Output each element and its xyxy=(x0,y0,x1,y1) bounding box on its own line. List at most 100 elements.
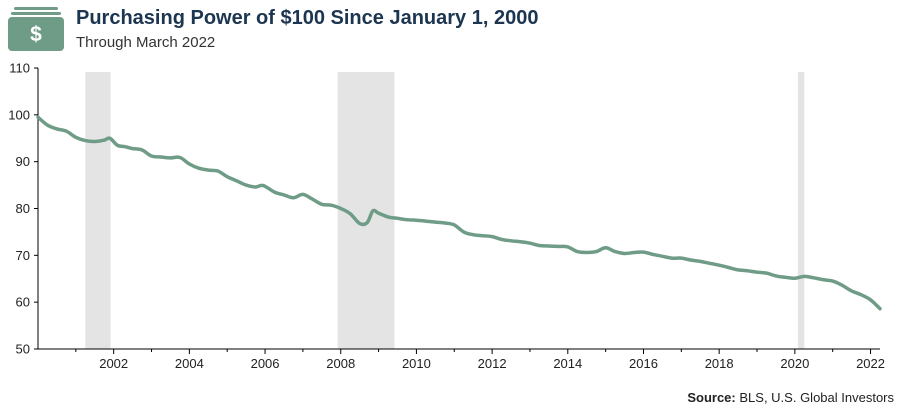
x-tick-label-2008: 2008 xyxy=(326,356,355,371)
data-point-36 xyxy=(358,221,362,225)
data-point-62 xyxy=(594,250,598,254)
x-tick-label-2020: 2020 xyxy=(780,356,809,371)
data-point-85 xyxy=(812,276,816,280)
money-bill-icon: $ xyxy=(8,7,64,51)
data-point-73 xyxy=(698,259,702,263)
data-point-88 xyxy=(840,283,844,287)
data-point-3 xyxy=(55,127,59,131)
dollar-symbol: $ xyxy=(30,23,42,46)
data-point-50 xyxy=(481,234,485,238)
y-tick-label-80: 80 xyxy=(16,201,30,216)
data-point-24 xyxy=(244,183,248,187)
x-tick-label-2014: 2014 xyxy=(553,356,582,371)
data-point-38 xyxy=(371,209,375,213)
series-line-1 xyxy=(36,115,882,311)
data-point-40 xyxy=(386,215,390,219)
data-point-92 xyxy=(878,307,882,311)
data-point-1 xyxy=(36,115,40,119)
data-point-90 xyxy=(859,293,863,297)
data-point-44 xyxy=(424,219,428,223)
data-point-54 xyxy=(518,240,522,244)
data-point-7 xyxy=(93,140,97,144)
x-tick-label-2004: 2004 xyxy=(175,356,204,371)
data-point-77 xyxy=(736,268,740,272)
data-point-30 xyxy=(301,192,305,196)
x-tick-label-2002: 2002 xyxy=(99,356,128,371)
data-point-42 xyxy=(405,218,409,222)
recession-band-3 xyxy=(797,72,805,349)
data-point-53 xyxy=(509,239,513,243)
x-tick-label-2022: 2022 xyxy=(856,356,885,371)
data-point-9 xyxy=(108,136,112,140)
data-point-58 xyxy=(556,244,560,248)
data-point-16 xyxy=(168,156,172,160)
data-point-32 xyxy=(320,202,324,206)
data-point-37 xyxy=(365,221,369,225)
x-tick-label-2018: 2018 xyxy=(705,356,734,371)
data-point-55 xyxy=(528,241,532,245)
data-point-13 xyxy=(140,148,144,152)
y-tick-label-110: 110 xyxy=(9,61,30,76)
data-point-74 xyxy=(708,261,712,265)
x-tick-label-2010: 2010 xyxy=(402,356,431,371)
y-tick-label-100: 100 xyxy=(8,107,30,122)
data-point-65 xyxy=(623,251,627,255)
data-point-19 xyxy=(197,166,201,170)
data-point-8 xyxy=(102,138,106,142)
data-point-26 xyxy=(261,184,265,188)
data-point-23 xyxy=(235,179,239,183)
data-point-43 xyxy=(414,218,418,222)
data-point-2 xyxy=(45,123,49,127)
data-point-31 xyxy=(310,197,314,201)
source-label: Source: xyxy=(687,390,736,405)
y-tick-label-60: 60 xyxy=(16,295,30,310)
data-point-68 xyxy=(651,252,655,256)
source-note: Source: BLS, U.S. Global Investors xyxy=(687,390,894,405)
data-point-27 xyxy=(273,190,277,194)
data-point-69 xyxy=(660,254,664,258)
data-point-17 xyxy=(178,155,182,159)
y-tick-label-90: 90 xyxy=(16,154,30,169)
data-point-46 xyxy=(443,221,447,225)
data-point-41 xyxy=(396,216,400,220)
data-point-28 xyxy=(282,193,286,197)
data-point-63 xyxy=(604,246,608,250)
data-point-34 xyxy=(339,207,343,210)
recession-band-1 xyxy=(85,72,111,349)
data-point-47 xyxy=(452,223,456,227)
data-point-33 xyxy=(329,203,333,207)
data-point-70 xyxy=(670,256,674,260)
data-point-45 xyxy=(433,220,437,224)
data-point-12 xyxy=(131,147,135,151)
data-point-82 xyxy=(783,275,787,279)
data-point-84 xyxy=(802,274,806,278)
data-point-81 xyxy=(774,274,778,278)
data-point-80 xyxy=(764,271,768,275)
y-tick-label-70: 70 xyxy=(16,248,30,263)
data-point-87 xyxy=(831,279,835,283)
data-point-22 xyxy=(225,175,229,179)
data-point-21 xyxy=(216,169,220,173)
data-point-11 xyxy=(123,145,127,149)
data-point-39 xyxy=(377,211,381,215)
data-point-75 xyxy=(717,263,721,267)
data-point-14 xyxy=(150,154,154,158)
data-point-64 xyxy=(613,250,617,254)
data-point-48 xyxy=(462,230,466,234)
data-point-60 xyxy=(575,250,579,254)
data-point-10 xyxy=(115,143,119,147)
data-point-25 xyxy=(254,185,258,189)
data-point-5 xyxy=(74,135,78,139)
data-point-66 xyxy=(632,251,636,255)
data-point-35 xyxy=(348,212,352,216)
data-point-20 xyxy=(206,168,210,172)
source-text: BLS, U.S. Global Investors xyxy=(739,390,894,405)
data-point-61 xyxy=(585,251,589,255)
data-point-67 xyxy=(641,250,645,254)
chart-subtitle: Through March 2022 xyxy=(76,34,216,51)
data-point-57 xyxy=(547,244,551,248)
data-point-89 xyxy=(850,289,854,293)
data-point-76 xyxy=(727,266,731,270)
data-point-4 xyxy=(64,129,68,133)
